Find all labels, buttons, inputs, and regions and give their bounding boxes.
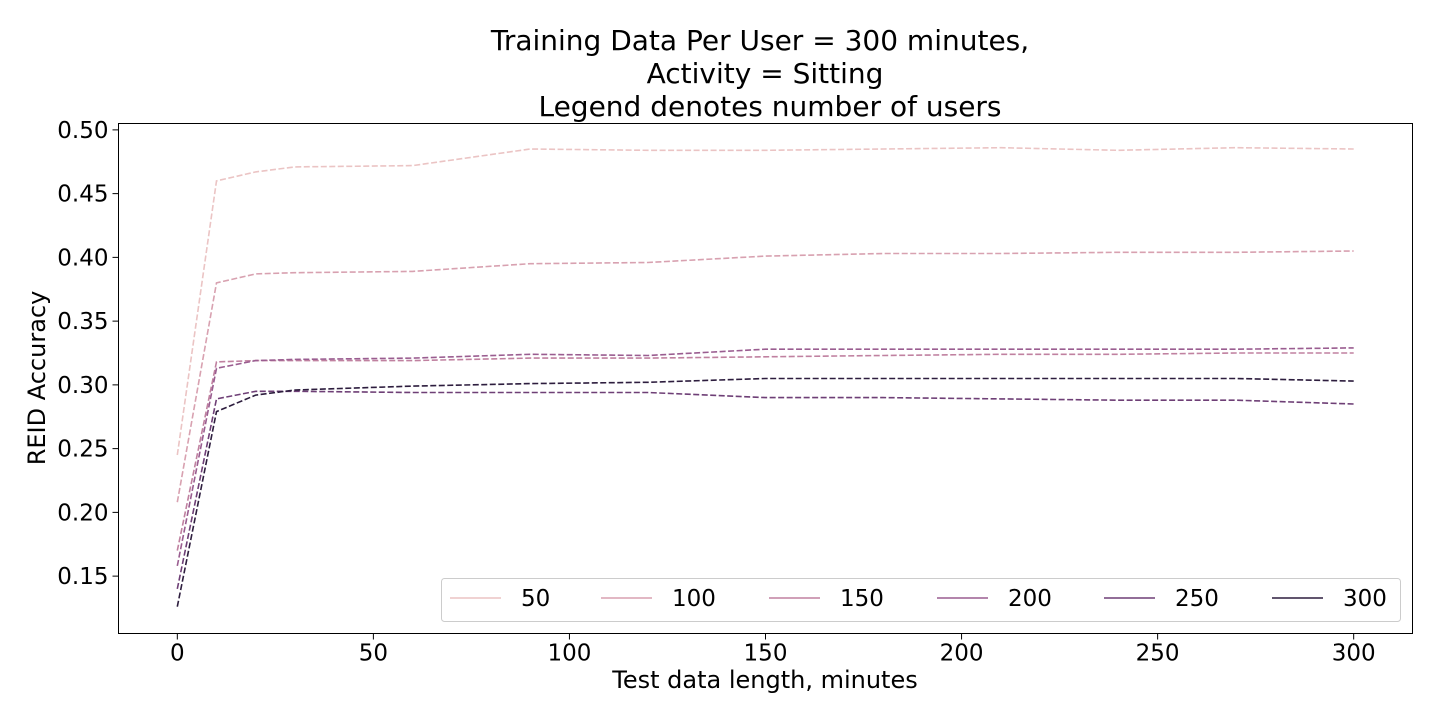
legend-label-150: 150	[840, 586, 884, 612]
chart-title-line-1: Training Data Per User = 300 minutes,	[490, 24, 1029, 57]
series-line-150	[176, 352, 1354, 551]
legend-label-300: 300	[1343, 586, 1387, 612]
legend-label-200: 200	[1008, 586, 1052, 612]
series-line-200	[176, 347, 1354, 567]
legend-label-50: 50	[521, 586, 550, 612]
chart-title: Training Data Per User = 300 minutes, Ac…	[490, 24, 1029, 123]
y-tick-label: 0.45	[57, 182, 108, 208]
y-tick-label: 0.30	[57, 373, 108, 399]
y-tick-label: 0.25	[57, 437, 108, 463]
series-lines	[176, 146, 1354, 607]
legend-box	[441, 578, 1401, 622]
series-line-50	[176, 146, 1354, 456]
chart-title-line-2: Activity = Sitting	[647, 57, 884, 90]
x-axis-ticks: 0 50 100 150 200 250 300	[170, 633, 1376, 667]
y-tick-label: 0.40	[57, 245, 108, 271]
x-axis-label: Test data length, minutes	[611, 666, 917, 694]
y-tick-label: 0.15	[57, 564, 108, 590]
y-tick-label: 0.50	[57, 118, 108, 144]
chart-title-line-3: Legend denotes number of users	[538, 90, 1001, 123]
y-tick-label: 0.35	[57, 309, 108, 335]
legend: 50 100 150 200 250 300	[441, 578, 1401, 622]
x-tick-label: 250	[1136, 641, 1180, 667]
y-axis-label: REID Accuracy	[23, 291, 51, 466]
y-tick-label: 0.20	[57, 500, 108, 526]
x-tick-label: 100	[547, 641, 591, 667]
series-line-300	[176, 377, 1354, 607]
x-tick-label: 200	[940, 641, 984, 667]
x-tick-label: 50	[359, 641, 388, 667]
legend-label-250: 250	[1175, 586, 1219, 612]
x-tick-label: 300	[1332, 641, 1376, 667]
series-line-100	[176, 250, 1354, 503]
series-line-250	[176, 390, 1354, 590]
x-tick-label: 150	[744, 641, 788, 667]
x-tick-label: 0	[170, 641, 185, 667]
legend-label-100: 100	[672, 586, 716, 612]
plot-area-frame	[118, 123, 1413, 634]
y-axis-ticks: 0.15 0.20 0.25 0.30 0.35 0.40 0.45 0.50	[57, 118, 119, 590]
